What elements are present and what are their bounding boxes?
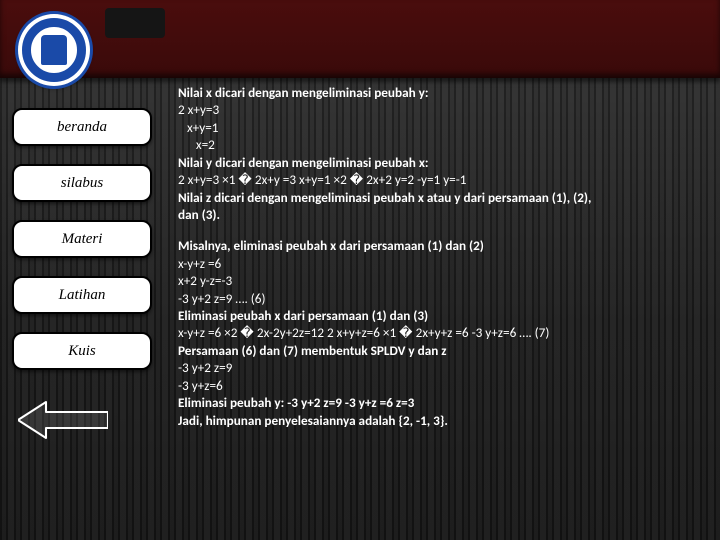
text-line: 2 x+y=3 [178, 101, 718, 118]
nav-label: Kuis [68, 343, 96, 360]
text-line: -3 y+z=6 [178, 377, 718, 394]
text-line: Nilai x dicari dengan mengeliminasi peub… [178, 84, 718, 101]
nav-label: beranda [57, 119, 107, 136]
text-line: dan (3). [178, 206, 718, 223]
text-line: Eliminasi peubah x dari persamaan (1) da… [178, 307, 718, 324]
nav-materi[interactable]: Materi [12, 220, 152, 258]
nav-label: Latihan [59, 287, 106, 304]
nav-kuis[interactable]: Kuis [12, 332, 152, 370]
nav-silabus[interactable]: silabus [12, 164, 152, 202]
arrow-left-icon [18, 400, 108, 440]
text-line: Nilai z dicari dengan mengeliminasi peub… [178, 189, 718, 206]
text-line: x=2 [178, 136, 718, 153]
back-arrow-button[interactable] [18, 400, 108, 440]
header-accent [105, 8, 165, 38]
text-line: Misalnya, eliminasi peubah x dari persam… [178, 237, 718, 254]
nav-label: Materi [62, 231, 103, 248]
text-line: x+2 y-z=-3 [178, 272, 718, 289]
text-line: Jadi, himpunan penyelesaiannya adalah {2… [178, 412, 718, 429]
nav-label: silabus [61, 175, 104, 192]
university-logo [18, 14, 90, 86]
text-line: x-y+z =6 ×2 � 2x-2y+2z=12 2 x+y+z=6 ×1 �… [178, 324, 718, 341]
header-bar [0, 0, 720, 78]
text-line: Nilai y dicari dengan mengeliminasi peub… [178, 154, 718, 171]
logo-emblem [41, 35, 67, 65]
text-line: 2 x+y=3 ×1 � 2x+y =3 x+y=1 ×2 � 2x+2 y=2… [178, 171, 718, 188]
sidebar-nav: beranda silabus Materi Latihan Kuis [12, 108, 162, 388]
text-line: Persamaan (6) dan (7) membentuk SPLDV y … [178, 342, 718, 359]
text-line: x+y=1 [178, 119, 718, 136]
slide-content: Nilai x dicari dengan mengeliminasi peub… [178, 84, 718, 429]
text-line: -3 y+2 z=9 [178, 359, 718, 376]
text-line: x-y+z =6 [178, 255, 718, 272]
text-line: Eliminasi peubah y: -3 y+2 z=9 -3 y+z =6… [178, 394, 718, 411]
text-line: -3 y+2 z=9 …. (6) [178, 290, 718, 307]
nav-latihan[interactable]: Latihan [12, 276, 152, 314]
nav-beranda[interactable]: beranda [12, 108, 152, 146]
